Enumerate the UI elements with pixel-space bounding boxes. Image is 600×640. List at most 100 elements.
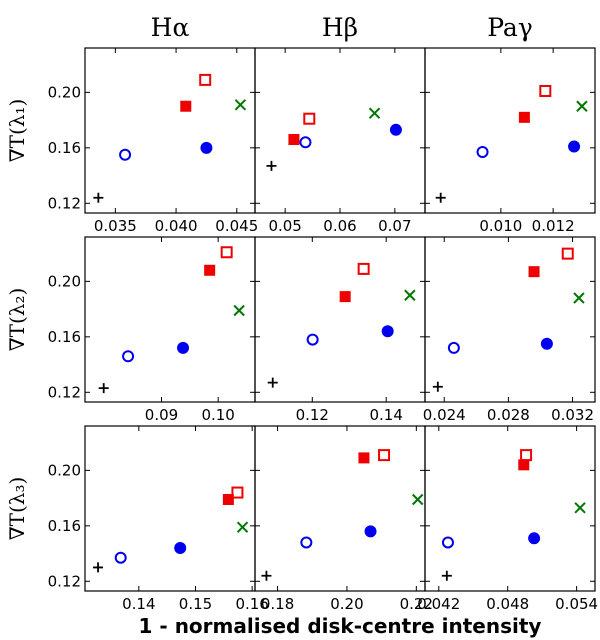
x-tick-label: 0.048 bbox=[486, 595, 529, 613]
point-filled-circle-blue bbox=[389, 123, 402, 136]
x-tick-label: 0.042 bbox=[417, 595, 460, 613]
point-plus-black bbox=[93, 192, 104, 203]
y-tick-label: 0.12 bbox=[48, 572, 81, 590]
axes-frame bbox=[424, 47, 596, 214]
point-cross-green bbox=[368, 107, 381, 119]
axes-frame bbox=[424, 425, 596, 592]
point-open-circle-blue bbox=[122, 350, 135, 363]
panel-r2-c2: 0.042 0.048 0.054 bbox=[417, 425, 598, 613]
x-tick-label: 0.16 bbox=[235, 595, 268, 613]
row-label-1: ∇T(λ₂) bbox=[5, 288, 29, 352]
point-plus-black bbox=[432, 381, 443, 392]
point-plus-black bbox=[435, 192, 446, 203]
point-cross-green bbox=[234, 99, 247, 111]
point-cross-green bbox=[573, 292, 585, 304]
x-tick-label: 0.09 bbox=[145, 406, 178, 424]
point-filled-square-red bbox=[339, 291, 351, 303]
point-cross-green bbox=[412, 493, 424, 506]
x-tick-label: 0.028 bbox=[487, 406, 530, 424]
point-filled-square-red bbox=[358, 452, 370, 464]
y-tick-label: 0.20 bbox=[48, 83, 81, 101]
point-filled-circle-blue bbox=[177, 341, 190, 354]
column-title-1: Hβ bbox=[322, 13, 358, 42]
x-tick-label: 0.07 bbox=[378, 217, 411, 235]
point-filled-circle-blue bbox=[364, 525, 377, 538]
shared-x-axis-label: 1 - normalised disk-centre intensity bbox=[139, 614, 542, 638]
x-tick-label: 0.05 bbox=[268, 217, 301, 235]
x-tick-label: 0.054 bbox=[555, 595, 598, 613]
point-open-circle-blue bbox=[441, 536, 454, 549]
x-tick-label: 0.10 bbox=[201, 406, 234, 424]
y-tick-label: 0.12 bbox=[48, 383, 81, 401]
point-plus-black bbox=[266, 160, 277, 171]
point-open-square-red bbox=[199, 73, 212, 86]
point-open-circle-blue bbox=[119, 148, 132, 161]
point-cross-green bbox=[233, 304, 245, 317]
point-plus-black bbox=[98, 383, 109, 394]
point-filled-square-red bbox=[204, 264, 216, 276]
x-tick-label: 0.22 bbox=[400, 595, 433, 613]
point-open-circle-blue bbox=[447, 341, 460, 354]
point-filled-square-red bbox=[180, 100, 192, 112]
point-filled-square-red bbox=[528, 266, 540, 278]
axes-frame bbox=[424, 236, 596, 403]
point-cross-green bbox=[236, 521, 249, 533]
panel-r0-c2: 0.010 0.012 bbox=[424, 47, 596, 235]
point-filled-square-red bbox=[518, 111, 530, 123]
panel-r1-c2: 0.024 0.028 0.032 bbox=[423, 236, 596, 424]
y-tick-label: 0.16 bbox=[48, 328, 81, 346]
point-open-square-red bbox=[231, 486, 244, 499]
panel-r2-c0: 0.14 0.15 0.16 0.12 0.16 0.20 bbox=[48, 425, 269, 613]
point-plus-black bbox=[261, 570, 272, 581]
column-titles: Hα Hβ Paγ bbox=[151, 13, 533, 42]
point-plus-black bbox=[267, 377, 278, 388]
point-filled-circle-blue bbox=[568, 140, 581, 153]
point-open-square-red bbox=[378, 449, 391, 462]
point-cross-green bbox=[404, 289, 416, 301]
panel-r0-c1: 0.05 0.06 0.07 bbox=[254, 47, 426, 235]
point-cross-green bbox=[576, 100, 588, 112]
point-open-circle-blue bbox=[306, 333, 319, 346]
point-filled-circle-blue bbox=[200, 141, 213, 154]
column-title-2: Paγ bbox=[487, 13, 533, 42]
x-tick-label: 0.035 bbox=[94, 217, 137, 235]
x-tick-label: 0.010 bbox=[479, 217, 522, 235]
panel-r2-c1: 0.18 0.20 0.22 bbox=[254, 425, 433, 613]
point-filled-circle-blue bbox=[381, 325, 394, 338]
x-tick-label: 0.14 bbox=[122, 595, 155, 613]
point-open-circle-blue bbox=[476, 145, 489, 158]
point-open-square-red bbox=[539, 84, 552, 97]
point-open-square-red bbox=[520, 449, 533, 462]
axes-frame bbox=[254, 425, 426, 592]
y-tick-label: 0.16 bbox=[48, 139, 81, 157]
point-open-circle-blue bbox=[114, 551, 127, 564]
x-tick-label: 0.024 bbox=[423, 406, 466, 424]
point-filled-circle-blue bbox=[174, 542, 187, 555]
row-labels: ∇T(λ₁) ∇T(λ₂) ∇T(λ₃) bbox=[5, 99, 29, 541]
point-open-circle-blue bbox=[299, 136, 312, 149]
x-tick-label: 0.20 bbox=[330, 595, 363, 613]
point-open-circle-blue bbox=[300, 536, 313, 549]
x-tick-label: 0.06 bbox=[323, 217, 356, 235]
panel-r0-c0: 0.035 0.040 0.045 0.12 0.16 0.20 bbox=[48, 47, 258, 235]
x-tick-label: 0.15 bbox=[179, 595, 212, 613]
axes-frame bbox=[84, 236, 256, 403]
y-tick-label: 0.20 bbox=[48, 461, 81, 479]
x-tick-label: 0.040 bbox=[155, 217, 198, 235]
y-tick-label: 0.20 bbox=[48, 272, 81, 290]
panel-r1-c1: 0.12 0.14 bbox=[254, 236, 426, 424]
axes-frame bbox=[84, 425, 256, 592]
axes-frame bbox=[254, 236, 426, 403]
y-tick-label: 0.16 bbox=[48, 517, 81, 535]
row-label-0: ∇T(λ₁) bbox=[5, 99, 29, 163]
x-tick-label: 0.045 bbox=[215, 217, 258, 235]
point-filled-square-red bbox=[288, 134, 300, 146]
point-filled-circle-blue bbox=[540, 337, 553, 350]
point-plus-black bbox=[441, 570, 452, 581]
x-tick-label: 0.012 bbox=[532, 217, 575, 235]
x-tick-label: 0.032 bbox=[551, 406, 594, 424]
x-tick-label: 0.18 bbox=[261, 595, 294, 613]
point-open-square-red bbox=[303, 112, 316, 125]
